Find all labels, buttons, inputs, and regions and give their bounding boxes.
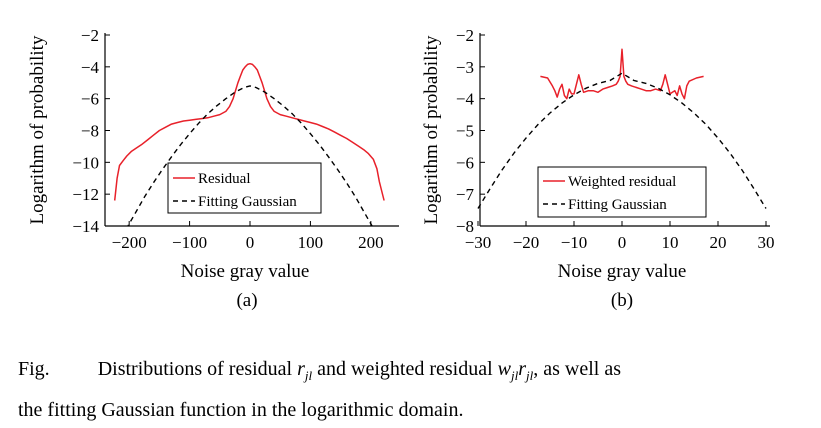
x-tick-label: 100 (298, 233, 324, 252)
y-tick-label: −2 (456, 26, 474, 45)
y-tick-label: −8 (456, 217, 474, 236)
y-tick-label: −5 (456, 122, 474, 141)
series-line-fitting-gaussian (477, 72, 767, 209)
x-ticks-a: −200 −100 0 100 200 (112, 221, 384, 252)
figure-caption: Fig. Distributions of residual rjl and we… (18, 352, 808, 428)
x-axis-label-a: Noise gray value (181, 261, 310, 282)
x-tick-label: −10 (561, 233, 588, 252)
legend-b: Weighted residual Fitting Gaussian (537, 166, 707, 218)
x-tick-label: −30 (465, 233, 492, 252)
series-group-a (113, 62, 385, 226)
x-tick-label: 0 (618, 233, 627, 252)
y-ticks-b: −2 −3 −4 −5 −6 −7 −8 (456, 26, 485, 236)
y-ticks-a: −2 −4 −6 −8 −10 −12 −14 (72, 26, 110, 236)
panel-label-b: (b) (611, 290, 633, 311)
legend-label-gaussian-b: Fitting Gaussian (568, 197, 667, 213)
series-line-fitting-gaussian (127, 85, 373, 226)
caption-fig-label: Fig. (18, 358, 50, 380)
y-tick-label: −10 (72, 153, 99, 172)
y-tick-label: −8 (81, 122, 99, 141)
caption-subscript-jl: jl (304, 368, 313, 383)
legend-box-a (167, 162, 322, 214)
chart-panel-a: Logarithm of probability −2−4−6−8−10−12−… (27, 26, 399, 311)
x-tick-label: 10 (662, 233, 679, 252)
legend-label-gaussian-a: Fitting Gaussian (198, 194, 297, 210)
caption-text-3: , as well as (533, 358, 622, 380)
x-tick-label: −20 (513, 233, 540, 252)
caption-symbol-r: r (518, 358, 527, 380)
x-tick-label: 200 (358, 233, 384, 252)
x-tick-label: 0 (246, 233, 255, 252)
legend-a: Residual Fitting Gaussian (167, 162, 322, 214)
caption-text-4: the fitting Gaussian function in the log… (18, 399, 464, 421)
y-axis-label-b: Logarithm of probability (421, 35, 442, 224)
legend-box-b (537, 166, 707, 218)
x-tick-label: −100 (172, 233, 207, 252)
x-ticks-b: −30 −20 −10 0 10 20 30 (465, 221, 775, 252)
series-group-b (477, 48, 767, 209)
caption-symbol-r: r (297, 358, 305, 380)
x-tick-label: 30 (758, 233, 775, 252)
y-tick-label: −3 (456, 58, 474, 77)
series-line-residual (113, 62, 385, 201)
x-tick-label: 20 (710, 233, 727, 252)
series-line-weighted-residual (540, 48, 704, 100)
y-tick-label: −4 (81, 58, 100, 77)
x-axis-label-b: Noise gray value (558, 261, 687, 282)
figure-canvas: Logarithm of probability −2−4−6−8−10−12−… (27, 26, 775, 311)
caption-subscript-jl: jl (511, 368, 519, 383)
y-tick-label: −14 (72, 217, 99, 236)
y-tick-label: −2 (81, 26, 99, 45)
legend-label-weighted-residual: Weighted residual (568, 174, 676, 190)
y-tick-label: −4 (456, 90, 475, 109)
caption-subscript-jl: jl (526, 368, 534, 383)
legend-label-residual: Residual (198, 171, 251, 187)
caption-symbol-w: w (497, 358, 511, 380)
chart-panel-b: Logarithm of probability −2−3−4−5−6−7−8 … (421, 26, 775, 311)
caption-text-2: and weighted residual (317, 358, 493, 380)
y-tick-label: −6 (456, 153, 474, 172)
y-tick-label: −6 (81, 90, 99, 109)
y-axis-label-a: Logarithm of probability (27, 35, 48, 224)
y-tick-label: −7 (456, 185, 475, 204)
x-tick-label: −200 (112, 233, 147, 252)
panel-label-a: (a) (236, 290, 257, 311)
caption-text-1: Distributions of residual (97, 358, 293, 380)
y-tick-label: −12 (72, 185, 99, 204)
